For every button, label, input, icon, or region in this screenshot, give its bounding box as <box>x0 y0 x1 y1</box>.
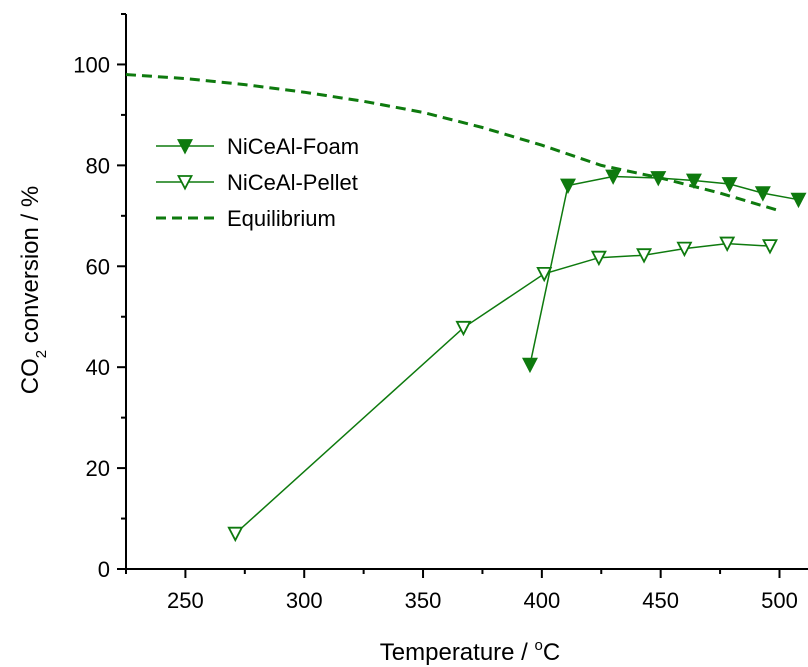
y-axis-title: CO2 conversion / % <box>17 186 50 394</box>
legend: NiCeAl-Foam NiCeAl-Pellet Equilibrium <box>156 134 359 231</box>
legend-marker <box>177 175 193 191</box>
data-point-niceal-pellet <box>636 248 653 264</box>
data-point-niceal-foam <box>521 357 538 374</box>
data-point-niceal-foam <box>560 178 576 194</box>
x-tick-label: 350 <box>405 588 442 613</box>
legend-label: NiCeAl-Pellet <box>227 170 358 195</box>
y-ticks: 0 20 40 60 80 100 <box>73 13 126 582</box>
data-point-niceal-pellet <box>761 239 778 255</box>
y-tick-label: 20 <box>86 456 110 481</box>
x-ticks: 250 300 350 400 450 500 <box>125 569 798 613</box>
x-tick-label: 300 <box>286 588 323 613</box>
data-point-niceal-pellet <box>719 236 736 253</box>
x-axis-title: Temperature / oC <box>380 637 560 666</box>
data-point-niceal-pellet <box>455 320 472 337</box>
series-line-niceal-pellet <box>234 242 771 535</box>
x-tick-label: 450 <box>642 588 679 613</box>
x-tick-label: 250 <box>167 588 204 613</box>
axes <box>125 14 808 570</box>
data-point-niceal-foam <box>685 173 702 189</box>
y-tick-label: 40 <box>86 355 110 380</box>
y-tick-label: 100 <box>73 52 110 77</box>
data-point-niceal-foam <box>721 177 738 193</box>
y-tick-label: 60 <box>86 254 110 279</box>
data-point-niceal-pellet <box>590 250 607 267</box>
x-tick-label: 500 <box>761 588 798 613</box>
data-point-niceal-pellet <box>227 526 244 543</box>
data-point-niceal-pellet <box>676 241 693 258</box>
data-point-niceal-foam <box>605 169 622 185</box>
y-tick-label: 0 <box>98 557 110 582</box>
x-tick-label: 400 <box>523 588 560 613</box>
series-layer <box>125 73 807 543</box>
legend-label: Equilibrium <box>227 206 336 231</box>
data-point-niceal-foam <box>790 192 807 209</box>
data-point-niceal-foam <box>754 186 771 202</box>
series-line-niceal-foam <box>529 175 799 365</box>
y-tick-label: 80 <box>86 153 110 178</box>
data-point-niceal-pellet <box>536 266 553 283</box>
legend-marker <box>177 139 193 155</box>
legend-label: NiCeAl-Foam <box>227 134 359 159</box>
series-line-equilibrium <box>125 73 780 213</box>
